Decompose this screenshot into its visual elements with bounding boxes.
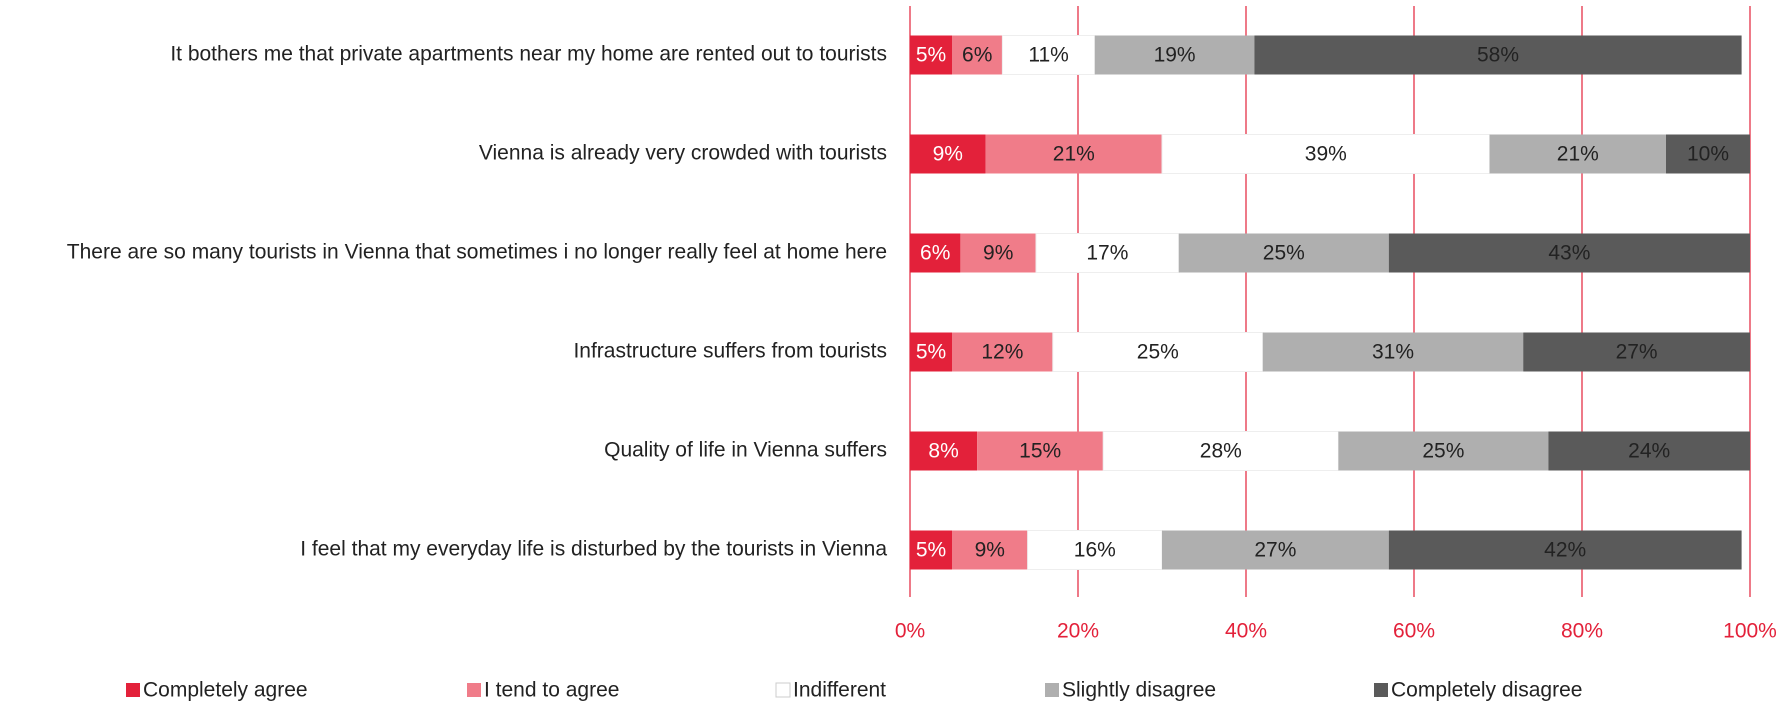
legend-swatch <box>775 682 791 698</box>
bar-segment <box>1035 233 1180 273</box>
bar-segment <box>1161 134 1491 174</box>
value-label: 6% <box>920 242 950 265</box>
legend-label: Indifferent <box>793 679 886 702</box>
bar-segment <box>1548 431 1750 471</box>
value-label: 27% <box>1616 341 1658 364</box>
bar-segment <box>1254 35 1742 75</box>
value-label: 58% <box>1477 44 1519 67</box>
x-tick-label: 100% <box>1723 620 1777 643</box>
value-label: 10% <box>1687 143 1729 166</box>
bar-segment <box>910 233 961 273</box>
value-label: 25% <box>1422 440 1464 463</box>
value-label: 19% <box>1154 44 1196 67</box>
bar-segment <box>1489 134 1666 174</box>
value-label: 31% <box>1372 341 1414 364</box>
bar-segment <box>1027 530 1163 570</box>
bar-segment <box>1262 332 1524 372</box>
legend-swatch <box>467 683 481 697</box>
value-label: 5% <box>916 44 946 67</box>
bar-segment <box>910 35 952 75</box>
legend-swatch <box>1045 683 1059 697</box>
y-tick-label: Vienna is already very crowded with tour… <box>479 142 887 165</box>
value-label: 25% <box>1137 341 1179 364</box>
bar-segment <box>952 530 1028 570</box>
bar-segment <box>952 332 1053 372</box>
bar-segment <box>910 530 952 570</box>
x-tick-label: 60% <box>1393 620 1435 643</box>
y-tick-label: I feel that my everyday life is disturbe… <box>300 538 887 561</box>
x-tick-label: 20% <box>1057 620 1099 643</box>
legend-label: I tend to agree <box>484 679 619 702</box>
bar-segment <box>952 35 1003 75</box>
x-tick-label: 40% <box>1225 620 1267 643</box>
bar-segment <box>1162 530 1389 570</box>
bar-segment <box>910 431 978 471</box>
value-label: 43% <box>1548 242 1590 265</box>
value-label: 9% <box>933 143 963 166</box>
value-label: 21% <box>1557 143 1599 166</box>
bar-segment <box>1178 233 1389 273</box>
value-label: 8% <box>928 440 958 463</box>
value-label: 39% <box>1305 143 1347 166</box>
value-label: 28% <box>1200 440 1242 463</box>
value-label: 25% <box>1263 242 1305 265</box>
value-label: 27% <box>1254 539 1296 562</box>
bar-segment <box>1052 332 1264 372</box>
value-label: 5% <box>916 539 946 562</box>
bar-segment <box>1001 35 1096 75</box>
bar-segment <box>1388 233 1750 273</box>
x-tick-label: 80% <box>1561 620 1603 643</box>
x-tick-label: 0% <box>895 620 925 643</box>
value-label: 12% <box>981 341 1023 364</box>
y-tick-label: It bothers me that private apartments ne… <box>170 43 887 66</box>
value-label: 6% <box>962 44 992 67</box>
bar-segment <box>1666 134 1750 174</box>
bar-segment <box>1388 530 1742 570</box>
bar-segment <box>977 431 1104 471</box>
value-label: 9% <box>975 539 1005 562</box>
legend-label: Slightly disagree <box>1062 679 1216 702</box>
y-tick-label: There are so many tourists in Vienna tha… <box>67 241 887 264</box>
value-label: 5% <box>916 341 946 364</box>
bar-segment <box>960 233 1036 273</box>
value-label: 21% <box>1053 143 1095 166</box>
value-label: 16% <box>1074 539 1116 562</box>
legend-swatch <box>1374 683 1388 697</box>
bar-segment <box>985 134 1162 174</box>
value-label: 15% <box>1019 440 1061 463</box>
bar-segment <box>1094 35 1255 75</box>
bar-segment <box>1338 431 1549 471</box>
bar-segment <box>1102 431 1339 471</box>
value-label: 11% <box>1028 44 1068 67</box>
legend-label: Completely disagree <box>1391 679 1582 702</box>
bar-segment <box>910 134 986 174</box>
legend-swatch <box>126 683 140 697</box>
legend-label: Completely agree <box>143 679 308 702</box>
y-tick-label: Quality of life in Vienna suffers <box>604 439 887 462</box>
value-label: 24% <box>1628 440 1670 463</box>
value-label: 42% <box>1544 539 1586 562</box>
bar-segment <box>1523 332 1750 372</box>
bar-segment <box>910 332 952 372</box>
value-label: 9% <box>983 242 1013 265</box>
y-tick-label: Infrastructure suffers from tourists <box>573 340 887 363</box>
value-label: 17% <box>1086 242 1128 265</box>
